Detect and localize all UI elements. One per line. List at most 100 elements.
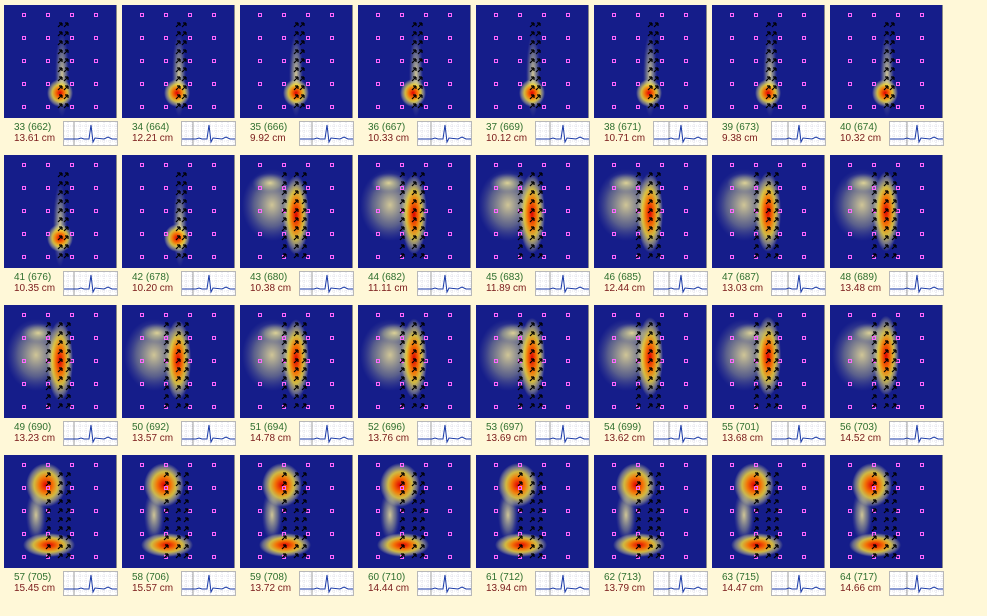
- vector-arrow: [45, 535, 51, 541]
- electrode-marker: [140, 105, 144, 109]
- activation-map[interactable]: [358, 5, 471, 118]
- frame-cell[interactable]: 38 (671) 10.71 cm: [590, 0, 708, 150]
- activation-map[interactable]: [830, 5, 943, 118]
- frame-cell[interactable]: 41 (676) 10.35 cm: [0, 150, 118, 300]
- frame-cell[interactable]: 33 (662) 13.61 cm: [0, 0, 118, 150]
- activation-map[interactable]: [594, 155, 707, 268]
- activation-map[interactable]: [122, 155, 235, 268]
- vector-arrow: [183, 358, 189, 364]
- frame-cell[interactable]: 49 (690) 13.23 cm: [0, 300, 118, 450]
- frame-cell[interactable]: 52 (696) 13.76 cm: [354, 300, 472, 450]
- frame-cell[interactable]: 59 (708) 13.72 cm: [236, 450, 354, 600]
- electrode-marker: [730, 186, 734, 190]
- activation-map[interactable]: [240, 5, 353, 118]
- electrode-marker: [896, 532, 900, 536]
- vector-arrow: [281, 472, 287, 478]
- vector-arrow: [753, 394, 759, 400]
- activation-map[interactable]: [594, 5, 707, 118]
- electrode-marker: [542, 105, 546, 109]
- vector-arrow: [537, 349, 543, 355]
- activation-map[interactable]: [476, 5, 589, 118]
- vector-arrow: [871, 217, 877, 223]
- frame-cell[interactable]: 50 (692) 13.57 cm: [118, 300, 236, 450]
- activation-map[interactable]: [358, 305, 471, 418]
- vector-arrow: [535, 58, 541, 64]
- activation-map[interactable]: [830, 455, 943, 568]
- frame-cell[interactable]: 46 (685) 12.44 cm: [590, 150, 708, 300]
- frame-cell[interactable]: 51 (694) 14.78 cm: [236, 300, 354, 450]
- activation-map[interactable]: [830, 305, 943, 418]
- activation-map[interactable]: [830, 155, 943, 268]
- vector-arrow: [63, 22, 69, 28]
- vector-arrow: [181, 226, 187, 232]
- activation-map[interactable]: [476, 455, 589, 568]
- frame-cell[interactable]: 53 (697) 13.69 cm: [472, 300, 590, 450]
- vector-arrow: [655, 394, 661, 400]
- frame-cell[interactable]: 42 (678) 10.20 cm: [118, 150, 236, 300]
- frame-cell[interactable]: 44 (682) 11.11 cm: [354, 150, 472, 300]
- electrode-marker: [494, 232, 498, 236]
- frame-cell[interactable]: 57 (705) 15.45 cm: [0, 450, 118, 600]
- activation-map[interactable]: [122, 305, 235, 418]
- frame-cell[interactable]: 48 (689) 13.48 cm: [826, 150, 944, 300]
- activation-map[interactable]: [476, 155, 589, 268]
- activation-map[interactable]: [712, 455, 825, 568]
- electrode-marker: [188, 336, 192, 340]
- frame-cell[interactable]: 36 (667) 10.33 cm: [354, 0, 472, 150]
- activation-map[interactable]: [4, 455, 117, 568]
- electrode-marker: [140, 209, 144, 213]
- activation-map[interactable]: [358, 455, 471, 568]
- frame-cell[interactable]: 34 (664) 12.21 cm: [118, 0, 236, 150]
- vector-arrow: [655, 331, 661, 337]
- activation-map[interactable]: [476, 305, 589, 418]
- frame-cell[interactable]: 61 (712) 13.94 cm: [472, 450, 590, 600]
- vector-arrow: [765, 190, 771, 196]
- vector-arrow: [535, 49, 541, 55]
- activation-map[interactable]: [712, 5, 825, 118]
- activation-map[interactable]: [4, 305, 117, 418]
- activation-map[interactable]: [122, 5, 235, 118]
- activation-map[interactable]: [358, 155, 471, 268]
- activation-map[interactable]: [594, 305, 707, 418]
- vector-arrow: [57, 58, 63, 64]
- frame-cell[interactable]: 39 (673) 9.38 cm: [708, 0, 826, 150]
- activation-map[interactable]: [4, 5, 117, 118]
- vector-arrow: [647, 367, 653, 373]
- activation-map[interactable]: [240, 305, 353, 418]
- electrode-marker: [258, 463, 262, 467]
- vector-arrow: [65, 358, 71, 364]
- frame-cell[interactable]: 64 (717) 14.66 cm: [826, 450, 944, 600]
- frame-cell[interactable]: 56 (703) 14.52 cm: [826, 300, 944, 450]
- frame-cell[interactable]: 47 (687) 13.03 cm: [708, 150, 826, 300]
- heatmap-svg: [358, 155, 470, 268]
- activation-map[interactable]: [712, 305, 825, 418]
- frame-cell[interactable]: 54 (699) 13.62 cm: [590, 300, 708, 450]
- frame-cell[interactable]: 40 (674) 10.32 cm: [826, 0, 944, 150]
- frame-cell[interactable]: 58 (706) 15.57 cm: [118, 450, 236, 600]
- ecg-thumbnail: [653, 571, 708, 596]
- frame-cell[interactable]: 63 (715) 14.47 cm: [708, 450, 826, 600]
- vector-arrow: [301, 217, 307, 223]
- activation-map[interactable]: [712, 155, 825, 268]
- activation-map[interactable]: [240, 155, 353, 268]
- vector-arrow: [301, 499, 307, 505]
- activation-map[interactable]: [240, 455, 353, 568]
- vector-arrow: [293, 31, 299, 37]
- frame-cell[interactable]: 37 (669) 10.12 cm: [472, 0, 590, 150]
- electrode-marker: [448, 232, 452, 236]
- electrode-marker: [164, 463, 168, 467]
- frame-cell[interactable]: 45 (683) 11.89 cm: [472, 150, 590, 300]
- vector-arrow: [537, 208, 543, 214]
- vector-arrow: [883, 217, 889, 223]
- electrode-marker: [424, 36, 428, 40]
- frame-cell[interactable]: 43 (680) 10.38 cm: [236, 150, 354, 300]
- electrode-marker: [400, 36, 404, 40]
- frame-cell[interactable]: 35 (666) 9.92 cm: [236, 0, 354, 150]
- electrode-marker: [140, 509, 144, 513]
- frame-cell[interactable]: 60 (710) 14.44 cm: [354, 450, 472, 600]
- activation-map[interactable]: [4, 155, 117, 268]
- activation-map[interactable]: [594, 455, 707, 568]
- frame-cell[interactable]: 55 (701) 13.68 cm: [708, 300, 826, 450]
- activation-map[interactable]: [122, 455, 235, 568]
- frame-cell[interactable]: 62 (713) 13.79 cm: [590, 450, 708, 600]
